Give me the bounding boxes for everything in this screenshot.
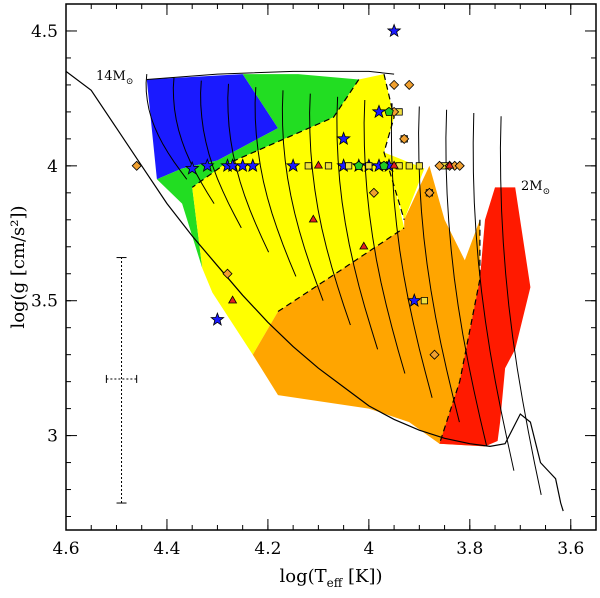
y-tick-label: 3 xyxy=(47,427,58,447)
square-marker xyxy=(324,162,333,170)
evolution-track xyxy=(472,112,515,471)
evolution-track xyxy=(309,93,351,326)
region-boundary xyxy=(383,73,405,220)
square-marker xyxy=(405,162,413,170)
region-yellow xyxy=(192,74,425,355)
square-marker xyxy=(345,162,353,170)
square-marker xyxy=(420,297,428,305)
x-tick-label: 4.2 xyxy=(254,539,281,559)
diamond-marker xyxy=(454,160,465,171)
pentagon-marker xyxy=(379,160,389,170)
square-marker xyxy=(304,162,312,170)
x-tick-label: 3.8 xyxy=(456,539,483,559)
label-2msun: 2M⊙ xyxy=(521,179,550,197)
triangle-marker xyxy=(228,295,238,304)
evolution-track xyxy=(336,96,379,350)
diamond-marker xyxy=(404,79,415,90)
y-tick-label: 4.5 xyxy=(31,22,58,42)
star-marker xyxy=(184,160,200,175)
label-14msun: 14M⊙ xyxy=(96,69,133,87)
triangle-marker xyxy=(445,160,455,169)
y-axis-label: log(g [cm/s²]) xyxy=(8,205,29,328)
evolution-track xyxy=(363,99,406,374)
diamond-marker xyxy=(399,133,410,144)
diamond-marker xyxy=(222,268,233,279)
star-marker xyxy=(245,158,260,173)
triangle-marker xyxy=(389,160,399,169)
evolution-track xyxy=(254,87,297,277)
evolution-track xyxy=(390,103,433,398)
region-orange xyxy=(252,165,485,447)
region-blue xyxy=(146,74,278,180)
star-marker xyxy=(386,23,402,38)
triangle-marker xyxy=(308,214,318,223)
diamond-marker xyxy=(389,79,400,90)
diamond-marker xyxy=(424,187,435,198)
star-marker xyxy=(336,131,351,146)
star-marker xyxy=(200,158,215,173)
region-boundary xyxy=(191,79,360,188)
x-tick-label: 4.6 xyxy=(52,539,79,559)
region-boundary xyxy=(438,219,481,444)
upper-envelope xyxy=(146,70,395,80)
star-marker xyxy=(285,158,301,173)
evolution-track xyxy=(418,106,460,423)
star-marker xyxy=(371,104,387,119)
triangle-marker xyxy=(313,160,323,169)
evolution-track xyxy=(145,74,188,180)
x-tick-label: 3.6 xyxy=(557,539,584,559)
pentagon-marker xyxy=(384,106,394,116)
pentagon-marker xyxy=(354,160,364,170)
triangle-marker xyxy=(359,241,369,250)
evolution-track xyxy=(200,80,242,229)
star-marker xyxy=(407,293,422,307)
region-green xyxy=(156,74,359,269)
evolution-track xyxy=(499,116,542,496)
x-tick-label: 4.4 xyxy=(153,539,180,559)
evolution-track xyxy=(281,90,324,301)
diamond-marker xyxy=(368,187,379,198)
square-marker xyxy=(365,162,373,170)
x-tick-label: 4 xyxy=(363,539,374,559)
y-tick-label: 3.5 xyxy=(31,292,58,312)
plot-frame xyxy=(65,3,597,531)
zams-line xyxy=(66,70,564,512)
evolution-track xyxy=(227,83,270,253)
star-marker xyxy=(210,311,225,326)
square-marker xyxy=(415,162,423,170)
evolution-track xyxy=(172,77,215,204)
y-tick-label: 4 xyxy=(47,157,58,177)
diamond-marker xyxy=(434,160,445,171)
diamond-marker xyxy=(429,349,440,360)
diamond-marker xyxy=(131,160,142,171)
x-axis-label: log(Teff [K]) xyxy=(279,566,382,590)
